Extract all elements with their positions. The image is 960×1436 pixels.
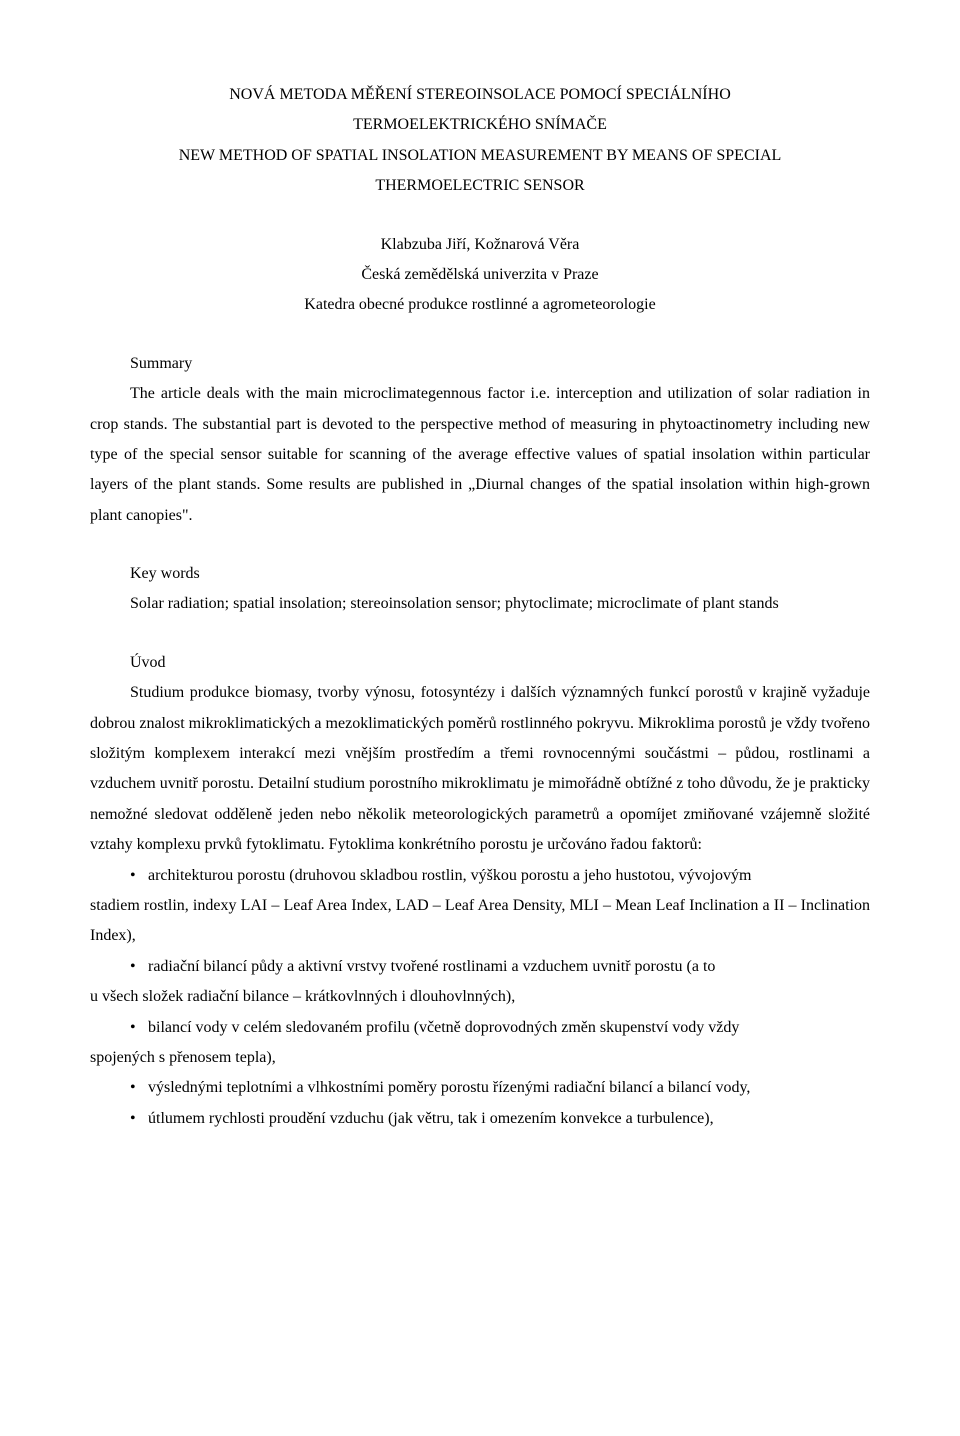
bullet-cont: u všech složek radiační bilance – krátko… (90, 982, 870, 1012)
summary-text: The article deals with the main microcli… (90, 379, 870, 531)
uvod-bullets: bilancí vody v celém sledovaném profilu … (90, 1013, 870, 1043)
bullet-item: útlumem rychlosti proudění vzduchu (jak … (90, 1104, 870, 1134)
uvod-bullets: radiační bilancí půdy a aktivní vrstvy t… (90, 952, 870, 982)
affil-line-2: Katedra obecné produkce rostlinné a agro… (90, 290, 870, 320)
uvod-p1: Studium produkce biomasy, tvorby výnosu,… (90, 678, 870, 860)
bullet-cont: spojených s přenosem tepla), (90, 1043, 870, 1073)
uvod-heading: Úvod (90, 648, 870, 678)
authors: Klabzuba Jiří, Kožnarová Věra (90, 230, 870, 260)
keywords-section: Key words Solar radiation; spatial insol… (90, 559, 870, 620)
uvod-section: Úvod Studium produkce biomasy, tvorby vý… (90, 648, 870, 1134)
affiliation: Česká zemědělská univerzita v Praze Kate… (90, 260, 870, 321)
title-line-3: NEW METHOD OF SPATIAL INSOLATION MEASURE… (90, 141, 870, 171)
title-line-2: TERMOELEKTRICKÉHO SNÍMAČE (90, 110, 870, 140)
keywords-text: Solar radiation; spatial insolation; ste… (90, 589, 870, 619)
title-block: NOVÁ METODA MĚŘENÍ STEREOINSOLACE POMOCÍ… (90, 80, 870, 202)
bullet-item: architekturou porostu (druhovou skladbou… (90, 861, 870, 891)
uvod-bullets: architekturou porostu (druhovou skladbou… (90, 861, 870, 891)
title-line-4: THERMOELECTRIC SENSOR (90, 171, 870, 201)
bullet-cont: stadiem rostlin, indexy LAI – Leaf Area … (90, 891, 870, 952)
keywords-heading: Key words (90, 559, 870, 589)
bullet-item: výslednými teplotními a vlhkostními pomě… (90, 1073, 870, 1103)
title-line-1: NOVÁ METODA MĚŘENÍ STEREOINSOLACE POMOCÍ… (90, 80, 870, 110)
affil-line-1: Česká zemědělská univerzita v Praze (90, 260, 870, 290)
bullet-item: radiační bilancí půdy a aktivní vrstvy t… (90, 952, 870, 982)
bullet-item: bilancí vody v celém sledovaném profilu … (90, 1013, 870, 1043)
summary-heading: Summary (90, 349, 870, 379)
uvod-bullets: výslednými teplotními a vlhkostními pomě… (90, 1073, 870, 1134)
summary-section: Summary The article deals with the main … (90, 349, 870, 531)
